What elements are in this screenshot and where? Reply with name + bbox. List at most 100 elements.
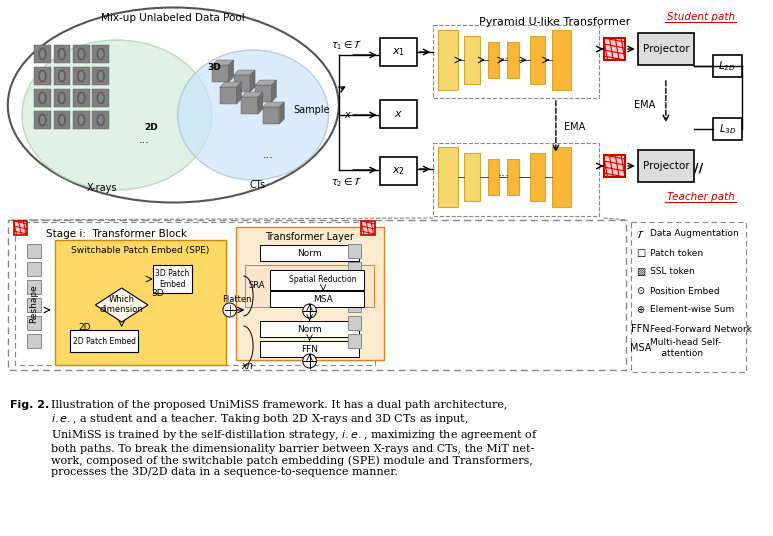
Text: EMA: EMA: [564, 122, 585, 132]
Ellipse shape: [98, 115, 103, 124]
Ellipse shape: [79, 93, 83, 102]
Bar: [241, 97, 258, 114]
Ellipse shape: [77, 92, 85, 104]
Ellipse shape: [39, 48, 46, 60]
Bar: [93, 89, 109, 107]
Text: Teacher path: Teacher path: [667, 192, 735, 202]
Text: $L_{3D}$: $L_{3D}$: [719, 122, 736, 136]
Ellipse shape: [79, 71, 83, 80]
Text: xn: xn: [241, 361, 254, 371]
Bar: [348, 244, 361, 258]
Ellipse shape: [77, 48, 85, 60]
Text: Norm: Norm: [298, 324, 322, 333]
Bar: [530, 153, 545, 201]
Bar: [380, 38, 417, 66]
Circle shape: [223, 303, 237, 317]
Polygon shape: [220, 82, 241, 87]
Text: 2D Patch Embed: 2D Patch Embed: [73, 337, 136, 346]
Text: Sample: Sample: [294, 105, 330, 115]
Bar: [260, 341, 359, 357]
Text: $x$: $x$: [345, 110, 352, 120]
Text: Multi-head Self-
    attention: Multi-head Self- attention: [650, 338, 721, 358]
Polygon shape: [233, 70, 255, 75]
Bar: [27, 334, 41, 348]
Bar: [348, 316, 361, 330]
Polygon shape: [213, 60, 233, 65]
Ellipse shape: [40, 49, 45, 58]
Ellipse shape: [98, 93, 103, 102]
Text: Pyramid U-like Transformer: Pyramid U-like Transformer: [479, 17, 631, 27]
Text: 2D: 2D: [144, 123, 158, 132]
Polygon shape: [279, 102, 284, 124]
Bar: [638, 33, 694, 65]
Bar: [260, 321, 359, 337]
Bar: [488, 42, 499, 78]
Ellipse shape: [58, 114, 66, 126]
Bar: [638, 150, 694, 182]
Polygon shape: [95, 288, 148, 322]
Bar: [348, 280, 361, 294]
Bar: [93, 67, 109, 85]
Text: Projector: Projector: [642, 161, 690, 171]
Bar: [552, 147, 571, 207]
Text: 3D: 3D: [152, 288, 164, 297]
Bar: [604, 155, 625, 177]
Text: ▨: ▨: [636, 267, 645, 277]
Bar: [438, 30, 458, 90]
Text: EMA: EMA: [634, 100, 656, 110]
Bar: [236, 227, 383, 360]
Text: Illustration of the proposed UniMiSS framework. It has a dual path architecture,: Illustration of the proposed UniMiSS fra…: [50, 400, 538, 478]
Ellipse shape: [60, 49, 64, 58]
Bar: [713, 118, 742, 140]
Bar: [465, 153, 480, 201]
Ellipse shape: [98, 71, 103, 80]
Text: $\tau_1 \in \mathcal{T}$: $\tau_1 \in \mathcal{T}$: [331, 38, 363, 52]
Text: CTs: CTs: [250, 180, 266, 190]
Bar: [53, 67, 70, 85]
Text: Transformer Layer: Transformer Layer: [265, 232, 354, 242]
Text: Reshape: Reshape: [29, 285, 39, 323]
Text: FFN: FFN: [632, 324, 650, 334]
Text: $x$: $x$: [393, 109, 403, 119]
Text: Norm: Norm: [298, 249, 322, 257]
Bar: [27, 280, 41, 294]
Bar: [53, 111, 70, 129]
Ellipse shape: [40, 115, 45, 124]
Text: Spatial Reduction: Spatial Reduction: [289, 276, 357, 285]
Bar: [93, 111, 109, 129]
Bar: [220, 87, 237, 104]
Polygon shape: [255, 80, 277, 85]
Bar: [552, 30, 571, 90]
Ellipse shape: [39, 70, 46, 82]
Text: Data Augmentation: Data Augmentation: [650, 229, 739, 239]
Ellipse shape: [178, 50, 329, 180]
Bar: [270, 291, 364, 307]
Bar: [361, 221, 375, 235]
Bar: [380, 100, 417, 128]
Ellipse shape: [77, 70, 85, 82]
Text: MSA: MSA: [313, 294, 333, 303]
Bar: [270, 270, 364, 290]
Text: 3D Patch
Embed: 3D Patch Embed: [155, 269, 189, 289]
Circle shape: [303, 354, 316, 368]
Bar: [380, 157, 417, 185]
Text: □: □: [636, 248, 645, 258]
Bar: [73, 111, 90, 129]
Text: MSA: MSA: [630, 343, 651, 353]
Polygon shape: [271, 80, 277, 102]
Bar: [70, 330, 138, 352]
Text: ⊙: ⊙: [636, 286, 645, 296]
Polygon shape: [229, 60, 233, 82]
Text: $x_2$: $x_2$: [392, 165, 404, 177]
Ellipse shape: [97, 114, 104, 126]
Text: ···: ···: [497, 170, 509, 183]
Ellipse shape: [60, 71, 64, 80]
Text: ...: ...: [138, 135, 149, 145]
Bar: [713, 55, 742, 77]
Ellipse shape: [77, 114, 85, 126]
Bar: [34, 67, 50, 85]
Text: Projector: Projector: [642, 44, 690, 54]
Bar: [260, 245, 359, 261]
Bar: [530, 36, 545, 84]
Text: Flatten: Flatten: [222, 295, 251, 304]
